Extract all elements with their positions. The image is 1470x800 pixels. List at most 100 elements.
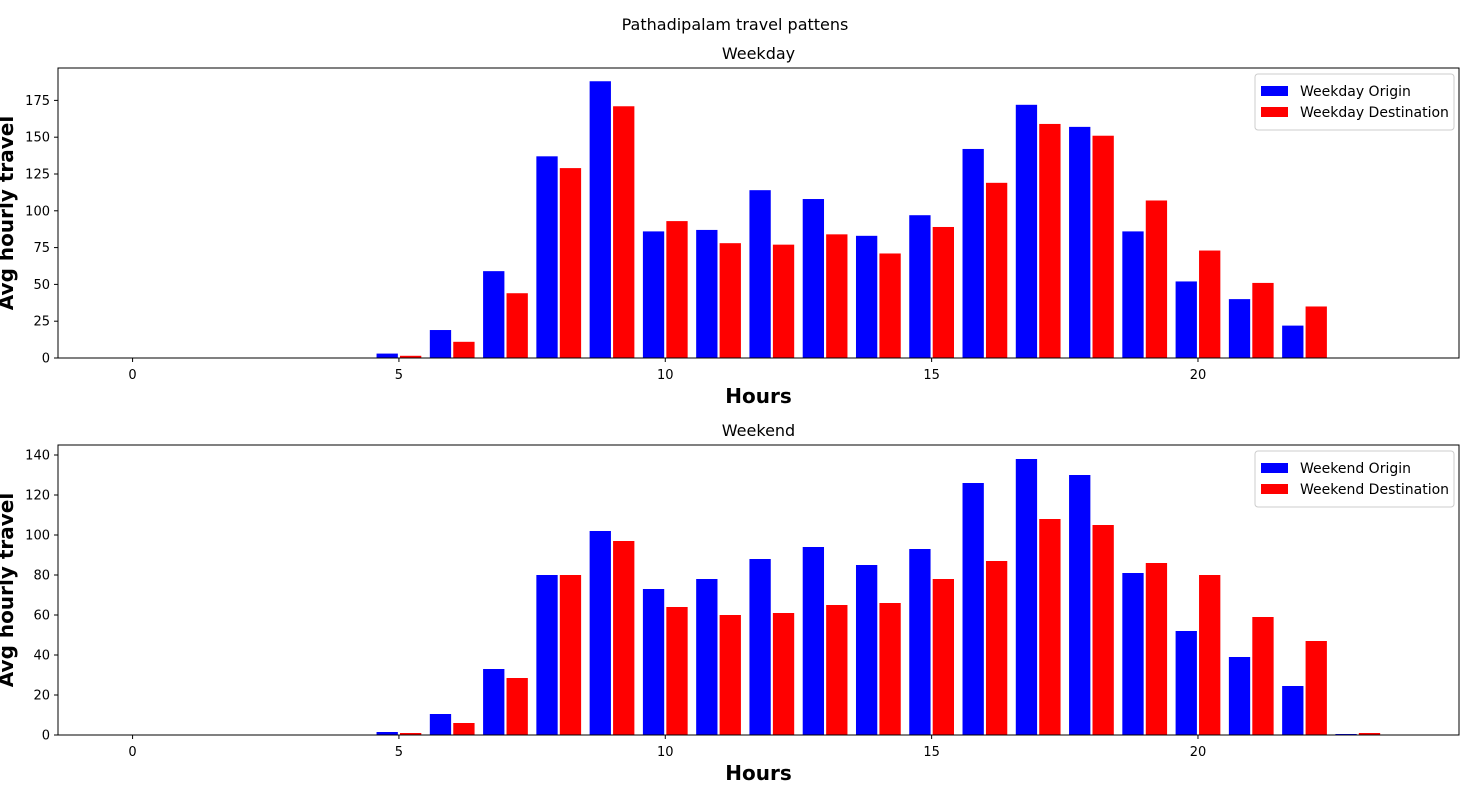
y-tick-label: 0	[42, 352, 50, 367]
bar-weekend-destination-16	[985, 561, 1008, 735]
bar-weekday-origin-7	[483, 271, 505, 358]
chart-title: Weekday	[722, 44, 795, 63]
legend-swatch	[1261, 484, 1288, 494]
bar-weekend-origin-7	[483, 669, 505, 735]
bar-weekend-origin-15	[909, 549, 931, 735]
y-tick-label: 100	[25, 204, 50, 219]
x-tick-label: 20	[1190, 745, 1207, 760]
bar-weekend-destination-20	[1199, 575, 1221, 735]
bar-weekend-destination-9	[613, 541, 635, 735]
bar-weekday-destination-22	[1305, 306, 1327, 358]
bar-weekend-destination-17	[1039, 519, 1061, 735]
bar-weekday-destination-7	[506, 293, 528, 358]
y-tick-label: 25	[33, 315, 50, 330]
bar-weekday-origin-6	[429, 330, 452, 358]
bar-weekday-origin-15	[909, 215, 931, 358]
bar-weekday-origin-9	[589, 81, 611, 358]
bar-weekday-origin-22	[1282, 325, 1304, 358]
x-axis-label: Hours	[725, 761, 791, 785]
y-tick-label: 140	[25, 449, 50, 464]
bar-weekend-origin-17	[1015, 459, 1038, 735]
y-tick-label: 20	[33, 689, 50, 704]
bar-weekday-origin-16	[962, 148, 984, 358]
bar-weekend-destination-11	[719, 615, 741, 735]
x-tick-label: 10	[657, 745, 674, 760]
bar-weekend-origin-16	[962, 483, 984, 735]
bar-weekday-destination-8	[559, 168, 582, 358]
bar-weekend-origin-6	[429, 714, 452, 735]
y-axis-label: Avg hourly travel	[0, 116, 18, 310]
bar-weekday-destination-14	[879, 253, 901, 358]
bar-weekend-origin-19	[1122, 573, 1144, 735]
bar-weekend-destination-15	[932, 579, 954, 735]
y-axis-label: Avg hourly travel	[0, 493, 18, 687]
bar-weekday-origin-18	[1069, 126, 1091, 358]
y-tick-label: 40	[33, 649, 50, 664]
x-tick-label: 20	[1190, 368, 1207, 383]
bar-weekday-destination-5	[399, 355, 422, 358]
x-tick-label: 5	[395, 745, 403, 760]
bar-weekend-destination-5	[399, 733, 422, 735]
bar-weekend-origin-8	[536, 575, 558, 735]
x-tick-label: 5	[395, 368, 403, 383]
x-tick-label: 15	[923, 745, 940, 760]
bar-weekend-origin-14	[855, 565, 878, 735]
bar-weekend-destination-8	[559, 575, 582, 735]
bar-weekend-destination-12	[772, 613, 795, 735]
bar-weekend-destination-18	[1092, 525, 1114, 735]
bar-weekday-origin-12	[749, 190, 771, 358]
bar-weekend-destination-14	[879, 603, 901, 735]
weekday-chart: 0 5 10 15 20 0 25 50 75 100 125 150 175 Weekday Hours A…	[0, 44, 1460, 408]
legend-swatch	[1261, 86, 1288, 96]
bar-weekend-origin-20	[1175, 631, 1197, 735]
y-tick-label: 175	[25, 94, 50, 109]
bar-weekday-origin-19	[1122, 231, 1144, 358]
bar-weekend-destination-21	[1252, 617, 1274, 735]
bar-weekday-origin-14	[855, 235, 878, 358]
x-tick-label: 10	[657, 368, 674, 383]
bar-weekend-origin-10	[642, 589, 665, 735]
bar-weekday-destination-16	[985, 182, 1008, 358]
bar-weekday-origin-17	[1015, 104, 1038, 358]
legend-entry: Weekday Origin	[1300, 84, 1411, 100]
bar-weekday-destination-18	[1092, 135, 1114, 358]
legend-box	[1254, 450, 1455, 508]
bar-weekday-destination-13	[826, 234, 848, 358]
legend-swatch	[1261, 107, 1288, 117]
bar-weekend-origin-22	[1282, 686, 1304, 735]
y-tick-label: 50	[33, 278, 50, 293]
bar-weekday-destination-21	[1252, 282, 1274, 358]
legend-box	[1254, 73, 1455, 131]
bar-weekend-destination-10	[666, 607, 688, 735]
bar-weekend-destination-6	[453, 723, 475, 735]
bar-weekend-origin-5	[376, 732, 398, 735]
bar-weekend-destination-19	[1145, 563, 1168, 735]
bar-weekend-origin-21	[1228, 657, 1251, 735]
y-tick-label: 120	[25, 489, 50, 504]
bar-weekend-destination-22	[1305, 641, 1327, 735]
bar-weekday-origin-11	[696, 229, 718, 358]
bar-weekday-destination-9	[613, 106, 635, 359]
bar-weekend-origin-11	[696, 579, 718, 735]
bar-weekend-origin-9	[589, 531, 611, 735]
bar-weekday-destination-12	[772, 244, 795, 358]
x-axis-label: Hours	[725, 384, 791, 408]
figure-suptitle: Pathadipalam travel pattens	[622, 15, 849, 34]
y-tick-label: 0	[42, 729, 50, 744]
legend-entry: Weekday Destination	[1300, 105, 1449, 121]
bar-weekday-origin-21	[1228, 299, 1251, 358]
y-tick-label: 100	[25, 529, 50, 544]
bar-weekend-origin-13	[802, 547, 825, 735]
weekend-chart: 0 5 10 15 20 0 20 40 60 80 100 120 140 Weekend Hours Av…	[0, 421, 1460, 785]
x-tick-label: 0	[128, 368, 136, 383]
axes-frame	[57, 444, 1460, 736]
bar-weekday-destination-15	[932, 226, 954, 358]
bar-weekday-origin-8	[536, 156, 558, 358]
bar-weekday-destination-11	[719, 243, 741, 358]
bar-weekend-origin-18	[1069, 475, 1091, 735]
legend-swatch	[1261, 463, 1288, 473]
bar-weekday-origin-5	[376, 353, 398, 358]
bar-weekday-destination-6	[453, 341, 475, 358]
bar-weekday-destination-20	[1199, 250, 1221, 358]
